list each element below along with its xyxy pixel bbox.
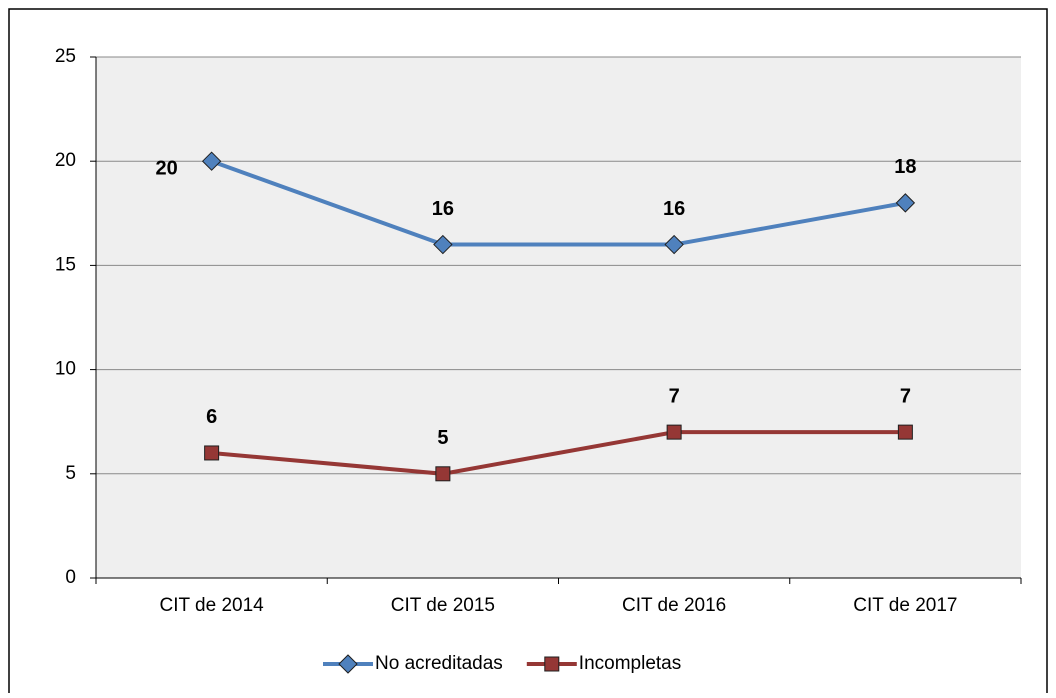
x-tick-label: CIT de 2014 [160, 595, 265, 616]
data-label: 7 [669, 385, 680, 407]
series-line [210, 159, 906, 247]
data-point [204, 445, 220, 461]
data-point [664, 234, 684, 255]
series-line [211, 430, 906, 476]
data-point [433, 234, 453, 255]
data-label: 7 [900, 385, 911, 407]
x-tick-label: CIT de 2015 [391, 595, 495, 616]
data-label: 20 [156, 157, 178, 179]
y-tick-label: 15 [55, 254, 76, 275]
y-tick-label: 0 [65, 567, 76, 588]
legend-marker [544, 656, 560, 672]
legend-marker [338, 654, 358, 674]
data-point [895, 193, 916, 213]
y-tick-label: 10 [55, 359, 76, 380]
data-label: 16 [663, 198, 685, 220]
y-tick-label: 20 [55, 150, 76, 171]
x-tick-label: CIT de 2017 [853, 595, 957, 616]
x-tick-label: CIT de 2016 [622, 595, 726, 616]
data-point [666, 424, 682, 440]
data-label: 6 [206, 406, 217, 428]
y-tick-label: 25 [55, 46, 76, 67]
plot-area [96, 57, 1021, 578]
data-point [897, 424, 913, 440]
data-label: 18 [894, 156, 916, 178]
data-label: 16 [432, 198, 454, 220]
data-point [201, 151, 222, 171]
legend-label: Incompletas [579, 653, 681, 674]
data-label: 5 [437, 427, 448, 449]
legend-label: No acreditadas [375, 653, 503, 674]
data-point [435, 466, 451, 482]
y-tick-label: 5 [65, 463, 76, 484]
